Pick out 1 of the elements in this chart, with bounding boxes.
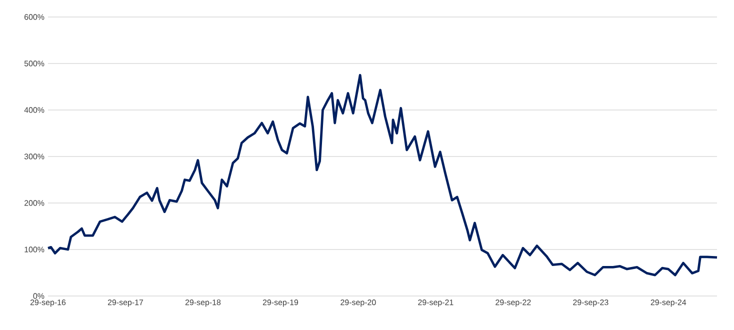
line-series: [46, 74, 718, 276]
